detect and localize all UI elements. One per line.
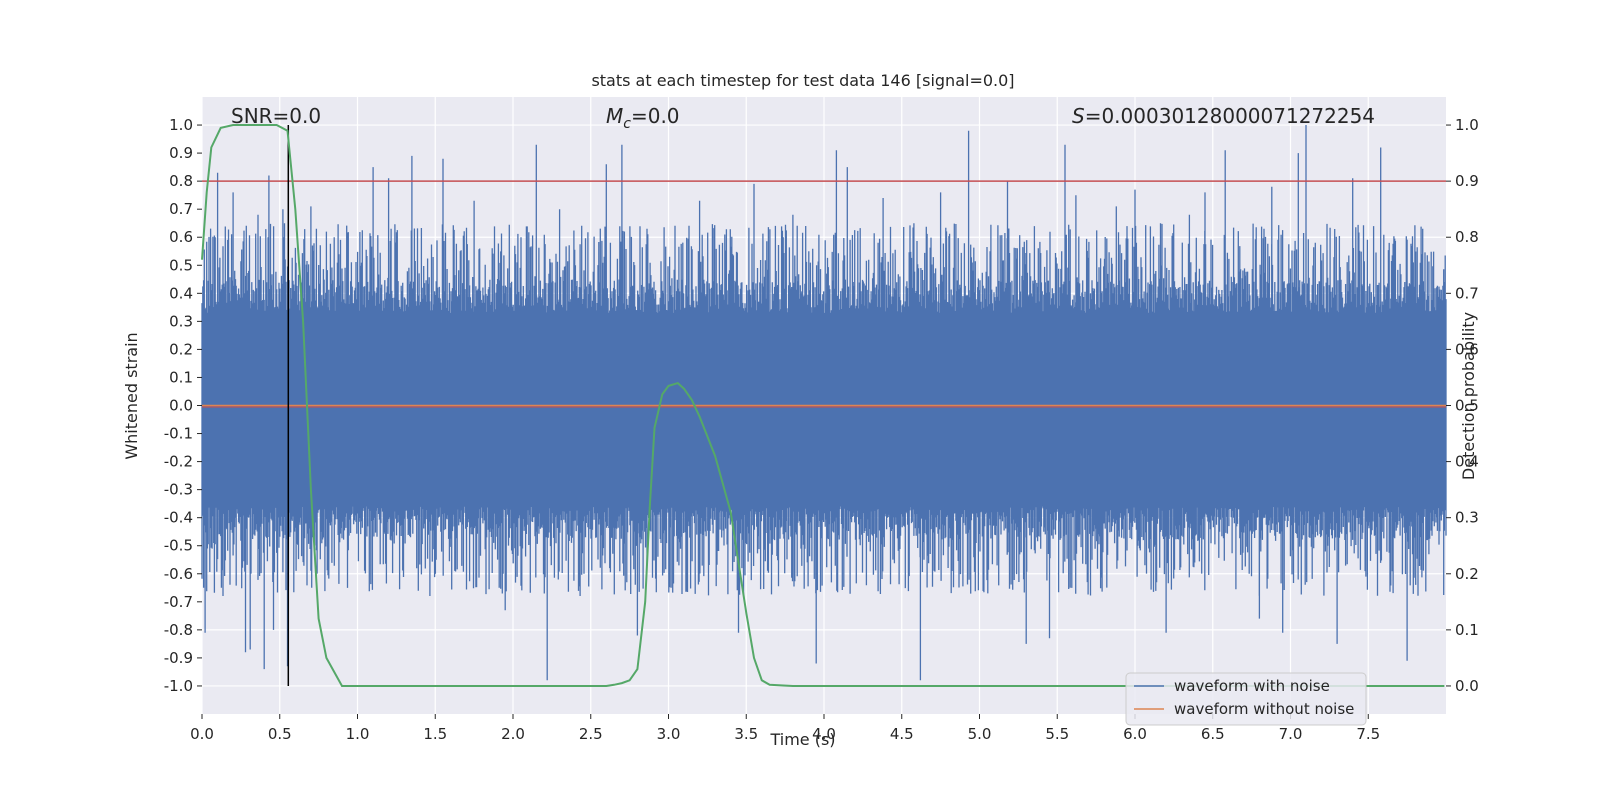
series-detection-probability <box>201 124 1445 687</box>
chirp-mass-annotation: Mc=0.0 <box>606 104 680 132</box>
y-tick-label: -0.4 <box>164 509 193 527</box>
y2-tick-label: 0.0 <box>1455 677 1479 695</box>
y2-tick-label: 0.1 <box>1455 621 1479 639</box>
y-tick-label: -0.7 <box>164 593 193 611</box>
y2-tick-label: 0.8 <box>1455 228 1479 246</box>
y2-tick-label: 0.2 <box>1455 565 1479 583</box>
y-tick-label: 0.7 <box>169 200 193 218</box>
legend-label-waveform-without-noise: waveform without noise <box>1174 700 1354 718</box>
y-tick-label: -0.5 <box>164 537 193 555</box>
y-tick-label: 0.9 <box>169 144 193 162</box>
statistic-value: =0.00030128000071272254 <box>1085 104 1375 128</box>
y-tick-label: 0.2 <box>169 340 193 358</box>
y-tick-label: 0.0 <box>169 397 193 415</box>
legend-label-waveform-with-noise: waveform with noise <box>1174 677 1330 695</box>
x-tick-label: 2.5 <box>579 725 603 743</box>
x-tick-label: 7.0 <box>1279 725 1303 743</box>
y-tick-label: 0.5 <box>169 256 193 274</box>
y2-tick-label: 0.3 <box>1455 509 1479 527</box>
y-axis-label: Whitened strain <box>122 332 141 459</box>
x-axis: 0.0 0.5 1.0 1.5 2.0 2.5 3.0 3.5 4.0 4.5 5.0 5.5 6.0 6… <box>190 714 1380 743</box>
x-axis-label: Time (s) <box>769 730 835 749</box>
chirp-mass-subscript: c <box>623 116 631 132</box>
y2-axis-label: Detection probability <box>1459 312 1478 480</box>
y-tick-label: -0.2 <box>164 453 193 471</box>
y-tick-label: 0.6 <box>169 228 193 246</box>
y-tick-label: 0.8 <box>169 172 193 190</box>
series-waveform-with-noise <box>201 125 1447 681</box>
x-tick-label: 6.0 <box>1123 725 1147 743</box>
y-tick-label: -0.6 <box>164 565 193 583</box>
statistic-symbol: S <box>1072 104 1085 128</box>
x-tick-label: 4.5 <box>890 725 914 743</box>
chirp-mass-symbol: M <box>606 104 623 128</box>
y2-tick-label: 0.5 <box>1455 397 1479 415</box>
x-tick-label: 7.5 <box>1356 725 1380 743</box>
legend: waveform with noise waveform without noi… <box>1125 672 1367 726</box>
y-axis-left: 1.0 0.9 0.8 0.7 0.6 0.5 0.4 0.3 0.2 0.1 0.0 -0.1 -0.… <box>164 116 202 695</box>
x-tick-label: 3.5 <box>734 725 758 743</box>
x-tick-label: 1.5 <box>423 725 447 743</box>
y-tick-label: -0.8 <box>164 621 193 639</box>
overlay-lines <box>202 125 1446 686</box>
x-tick-label: 2.0 <box>501 725 525 743</box>
y-axis-right: 1.0 0.9 0.8 0.7 0.6 0.5 0.4 0.3 0.2 0.1 0.0 <box>1446 116 1479 695</box>
y-tick-label: -1.0 <box>164 677 193 695</box>
y-tick-label: 0.4 <box>169 284 193 302</box>
y2-tick-label: 0.7 <box>1455 284 1479 302</box>
detection-probability-line <box>201 124 1445 687</box>
x-tick-label: 5.5 <box>1045 725 1069 743</box>
y-tick-label: -0.9 <box>164 649 193 667</box>
y-tick-label: -0.1 <box>164 425 193 443</box>
y2-tick-label: 1.0 <box>1455 116 1479 134</box>
y-tick-label: 0.3 <box>169 312 193 330</box>
x-tick-label: 1.0 <box>346 725 370 743</box>
x-tick-label: 5.0 <box>968 725 992 743</box>
statistic-annotation: S=0.00030128000071272254 <box>1072 104 1375 128</box>
y2-tick-label: 0.6 <box>1455 340 1479 358</box>
chart-title: stats at each timestep for test data 146… <box>591 71 1014 90</box>
x-tick-label: 0.0 <box>190 725 214 743</box>
snr-annotation: SNR=0.0 <box>231 104 321 128</box>
y-tick-label: 0.1 <box>169 368 193 386</box>
x-tick-label: 4.0 <box>812 725 836 743</box>
y-tick-label: -0.3 <box>164 481 193 499</box>
x-tick-label: 0.5 <box>268 725 292 743</box>
x-tick-label: 6.5 <box>1201 725 1225 743</box>
legend-box <box>1125 672 1367 726</box>
y-tick-label: 1.0 <box>169 116 193 134</box>
chirp-mass-value: =0.0 <box>631 104 680 128</box>
noise-waveform-line <box>201 125 1447 681</box>
x-tick-label: 3.0 <box>657 725 681 743</box>
y2-tick-label: 0.9 <box>1455 172 1479 190</box>
y2-tick-label: 0.4 <box>1455 453 1479 471</box>
